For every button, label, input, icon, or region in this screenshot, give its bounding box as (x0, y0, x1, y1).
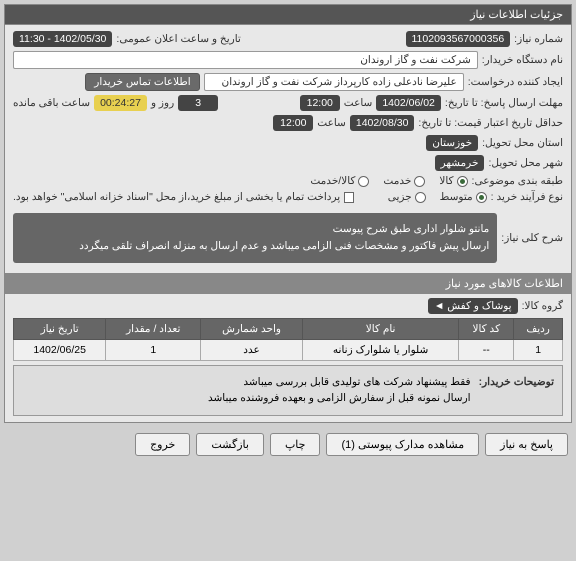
goods-section-title: اطلاعات کالاهای مورد نیاز (5, 273, 571, 294)
th-row: ردیف (514, 318, 563, 339)
main-panel: جزئیات اطلاعات نیاز شماره نیاز: 11020935… (4, 4, 572, 423)
validity-label: حداقل تاریخ اعتبار قیمت: تا تاریخ: (418, 117, 563, 129)
buyer-note-box: توضیحات خریدار: فقط پیشنهاد شرکت های تول… (13, 365, 563, 417)
process-medium-radio[interactable]: متوسط (440, 191, 487, 203)
table-header-row: ردیف کد کالا نام کالا واحد شمارش تعداد /… (14, 318, 563, 339)
class-service-radio[interactable]: خدمت (383, 175, 425, 187)
process-label: نوع فرآیند خرید : (491, 191, 563, 203)
respond-button[interactable]: پاسخ به نیاز (485, 433, 568, 456)
deadline-time: 12:00 (300, 95, 340, 111)
validity-time-label: ساعت (317, 117, 346, 129)
creator-label: ایجاد کننده درخواست: (468, 76, 563, 88)
table-row[interactable]: 1 -- شلوار یا شلوارک زنانه عدد 1 1402/06… (14, 339, 563, 360)
days-value: 3 (178, 95, 218, 111)
td-row: 1 (514, 339, 563, 360)
province-value: خوزستان (426, 135, 478, 151)
class-both-radio[interactable]: کالا/خدمت (310, 175, 369, 187)
buyer-note-label: توضیحات خریدار: (479, 374, 554, 408)
panel-title: جزئیات اطلاعات نیاز (5, 5, 571, 25)
city-value: خرمشهر (435, 155, 485, 171)
announce-value: 1402/05/30 - 11:30 (13, 31, 112, 47)
deadline-time-label: ساعت (344, 97, 373, 109)
button-bar: پاسخ به نیاز مشاهده مدارک پیوستی (1) چاپ… (0, 427, 576, 462)
treasury-checkbox[interactable] (344, 192, 354, 203)
exit-button[interactable]: خروج (135, 433, 190, 456)
th-qty: تعداد / مقدار (106, 318, 201, 339)
validity-date: 1402/08/30 (350, 115, 415, 131)
process-minor-radio[interactable]: جزیی (388, 191, 426, 203)
buyer-note-line1: فقط پیشنهاد شرکت های تولیدی قابل بررسی م… (22, 374, 471, 391)
goods-table: ردیف کد کالا نام کالا واحد شمارش تعداد /… (13, 318, 563, 361)
need-no-label: شماره نیاز: (514, 33, 563, 45)
class-goods-radio[interactable]: کالا (439, 175, 467, 187)
days-and: روز و (151, 97, 174, 109)
countdown: 00:24:27 (94, 95, 147, 111)
th-date: تاریخ نیاز (14, 318, 106, 339)
td-qty: 1 (106, 339, 201, 360)
th-name: نام کالا (302, 318, 458, 339)
province-label: استان محل تحویل: (482, 137, 563, 149)
need-desc-box: مانتو شلوار اداری طبق شرح پیوست ارسال پی… (13, 213, 497, 263)
buyer-org-label: نام دستگاه خریدار: (482, 54, 563, 66)
td-unit: عدد (201, 339, 303, 360)
th-code: کد کالا (459, 318, 514, 339)
need-desc-line1: مانتو شلوار اداری طبق شرح پیوست (21, 221, 489, 238)
group-label: گروه کالا: (522, 300, 563, 312)
remain-label: ساعت باقی مانده (13, 97, 90, 109)
creator-value: علیرضا نادعلی زاده کارپرداز شرکت نفت و گ… (204, 73, 464, 91)
class-label: طبقه بندی موضوعی: (472, 175, 563, 187)
attachments-button[interactable]: مشاهده مدارک پیوستی (1) (326, 433, 479, 456)
td-code: -- (459, 339, 514, 360)
need-no-value: 1102093567000356 (406, 31, 511, 47)
td-date: 1402/06/25 (14, 339, 106, 360)
need-desc-line2: ارسال پیش فاکتور و مشخصات فنی الزامی میب… (21, 238, 489, 255)
buyer-note-line2: ارسال نمونه قبل از سفارش الزامی و بعهده … (22, 390, 471, 407)
deadline-date: 1402/06/02 (376, 95, 441, 111)
city-label: شهر محل تحویل: (488, 157, 563, 169)
print-button[interactable]: چاپ (270, 433, 321, 456)
contact-button[interactable]: اطلاعات تماس خریدار (85, 73, 199, 91)
group-value: پوشاک و کفش ◄ (428, 298, 518, 314)
payment-note: پرداخت تمام یا بخشی از مبلغ خرید،از محل … (13, 191, 340, 203)
announce-label: تاریخ و ساعت اعلان عمومی: (116, 33, 240, 45)
validity-time: 12:00 (273, 115, 313, 131)
back-button[interactable]: بازگشت (196, 433, 264, 456)
deadline-label: مهلت ارسال پاسخ: تا تاریخ: (445, 97, 563, 109)
need-desc-label: شرح کلی نیاز: (501, 232, 563, 244)
buyer-org-value: شرکت نفت و گاز اروندان (13, 51, 478, 69)
td-name: شلوار یا شلوارک زنانه (302, 339, 458, 360)
th-unit: واحد شمارش (201, 318, 303, 339)
